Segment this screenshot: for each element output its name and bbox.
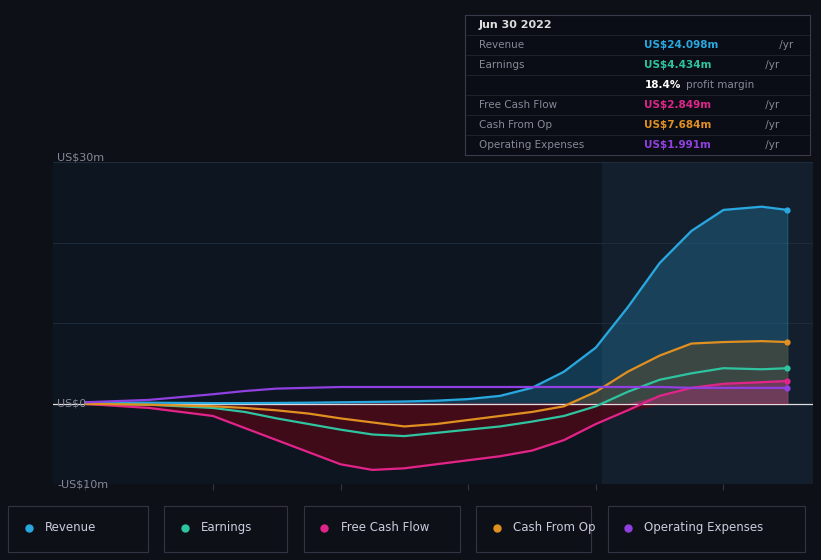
Text: -US$10m: -US$10m	[57, 479, 108, 489]
Text: Earnings: Earnings	[201, 521, 253, 534]
Text: /yr: /yr	[763, 140, 780, 150]
FancyBboxPatch shape	[8, 506, 148, 552]
Text: Revenue: Revenue	[45, 521, 97, 534]
Text: US$4.434m: US$4.434m	[644, 60, 712, 70]
Text: US$0: US$0	[57, 399, 86, 409]
Text: /yr: /yr	[763, 60, 780, 70]
Text: Free Cash Flow: Free Cash Flow	[479, 100, 557, 110]
Bar	[602, 162, 813, 484]
Text: /yr: /yr	[776, 40, 793, 50]
Text: Operating Expenses: Operating Expenses	[479, 140, 584, 150]
Text: 18.4%: 18.4%	[644, 80, 681, 90]
Text: Free Cash Flow: Free Cash Flow	[341, 521, 429, 534]
FancyBboxPatch shape	[304, 506, 460, 552]
Text: profit margin: profit margin	[686, 80, 754, 90]
Text: US$30m: US$30m	[57, 152, 104, 162]
Text: /yr: /yr	[763, 100, 780, 110]
FancyBboxPatch shape	[608, 506, 805, 552]
FancyBboxPatch shape	[164, 506, 287, 552]
Text: Earnings: Earnings	[479, 60, 525, 70]
Text: /yr: /yr	[763, 120, 780, 130]
Text: Cash From Op: Cash From Op	[513, 521, 595, 534]
Text: US$7.684m: US$7.684m	[644, 120, 712, 130]
Text: Jun 30 2022: Jun 30 2022	[479, 20, 553, 30]
FancyBboxPatch shape	[476, 506, 591, 552]
Text: Cash From Op: Cash From Op	[479, 120, 552, 130]
Text: Revenue: Revenue	[479, 40, 524, 50]
Text: US$1.991m: US$1.991m	[644, 140, 711, 150]
Text: US$24.098m: US$24.098m	[644, 40, 718, 50]
Text: US$2.849m: US$2.849m	[644, 100, 712, 110]
Text: Operating Expenses: Operating Expenses	[644, 521, 764, 534]
